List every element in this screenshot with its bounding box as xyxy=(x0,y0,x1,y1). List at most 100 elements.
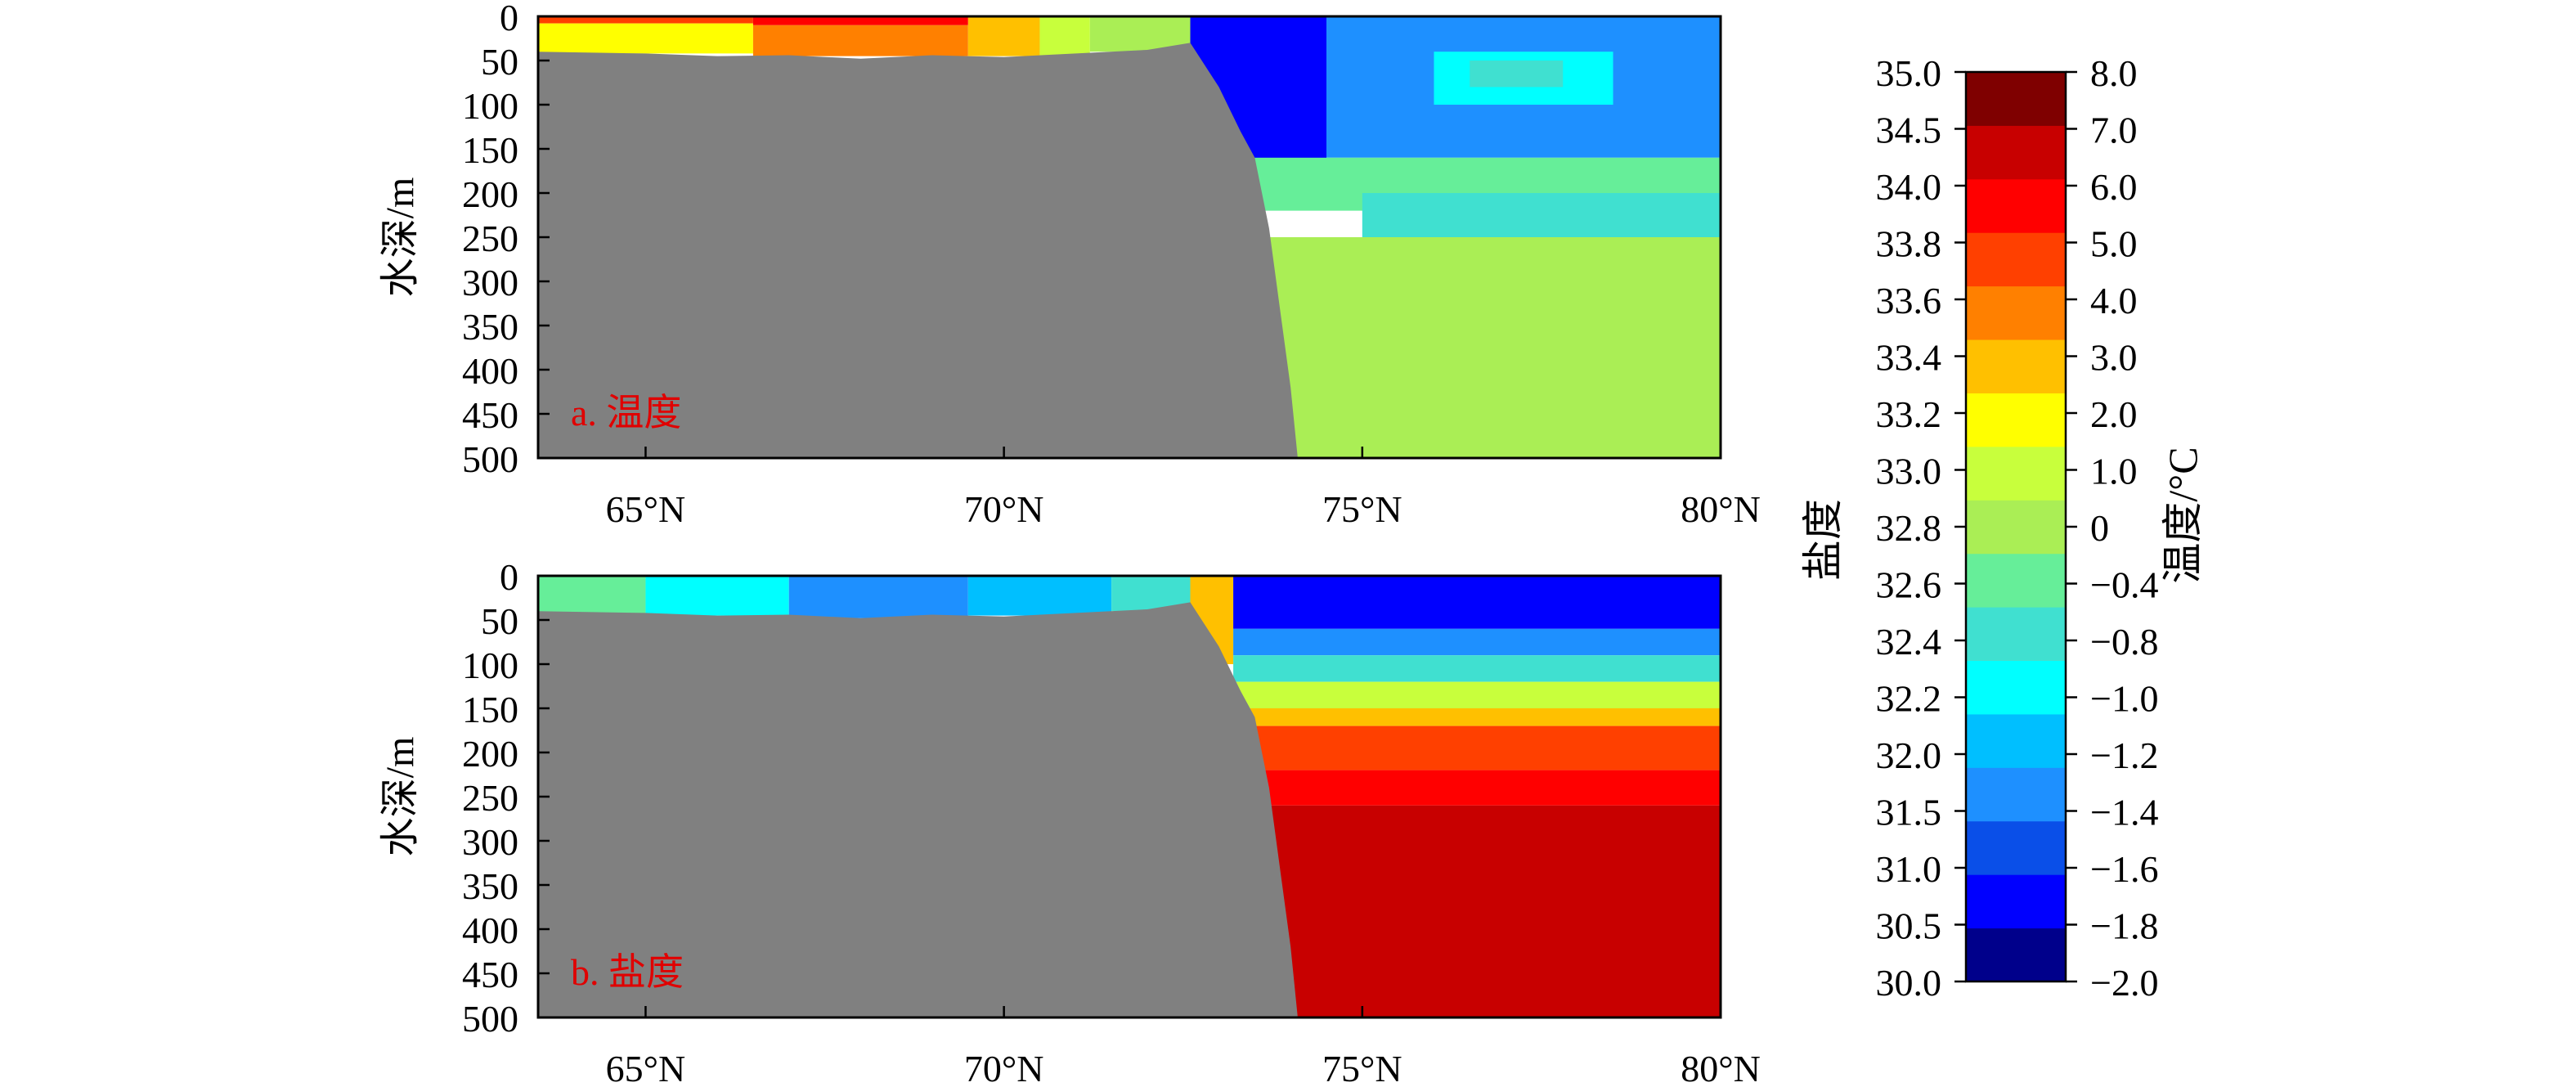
section-cell xyxy=(645,576,789,616)
y-axis-label: 水深/m xyxy=(379,177,422,298)
section-cell xyxy=(1233,628,1721,656)
salinity-tick-label: 35.0 xyxy=(1876,52,1942,94)
temperature-tick-label: 2.0 xyxy=(2090,393,2138,435)
colorbar-segment xyxy=(1966,339,2066,393)
temperature-tick-label: −2.0 xyxy=(2090,962,2158,1004)
y-tick-label: 0 xyxy=(500,0,518,38)
section-cell xyxy=(538,16,753,24)
salinity-tick-label: 30.5 xyxy=(1876,905,1942,947)
panel-label: b. 盐度 xyxy=(571,951,684,993)
section-cell xyxy=(1218,237,1721,458)
y-tick-label: 200 xyxy=(462,173,518,215)
colorbar-segment xyxy=(1966,500,2066,555)
temperature-tick-label: 7.0 xyxy=(2090,110,2138,151)
colorbar-segment xyxy=(1966,285,2066,340)
colorbar-segment xyxy=(1966,553,2066,608)
section-cell xyxy=(1039,16,1090,56)
y-tick-label: 0 xyxy=(500,556,518,598)
salinity-tick-label: 32.0 xyxy=(1876,734,1942,776)
temperature-tick-label: −0.8 xyxy=(2090,621,2158,663)
y-tick-label: 400 xyxy=(462,910,518,951)
colorbar-segment xyxy=(1966,874,2066,929)
temperature-tick-label: −1.0 xyxy=(2090,678,2158,720)
temperature-tick-label: 1.0 xyxy=(2090,451,2138,492)
colorbar-segment xyxy=(1966,607,2066,662)
section-plot-area xyxy=(538,576,1721,1017)
section-cell xyxy=(1233,725,1721,770)
colorbar-segment xyxy=(1966,820,2066,875)
colorbar-segment xyxy=(1966,232,2066,287)
section-plot-area xyxy=(538,16,1721,458)
salinity-tick-label: 34.5 xyxy=(1876,110,1942,151)
salinity-tick-label: 33.0 xyxy=(1876,451,1942,492)
seabed-land-mask xyxy=(538,43,1298,458)
temperature-tick-label: 4.0 xyxy=(2090,280,2138,321)
section-cell xyxy=(1233,770,1721,806)
temperature-tick-label: 3.0 xyxy=(2090,337,2138,379)
section-cell xyxy=(1233,708,1721,726)
y-tick-label: 500 xyxy=(462,998,518,1040)
panel-label: a. 温度 xyxy=(571,392,681,433)
temperature-axis-label: 温度/°C xyxy=(2160,447,2206,583)
section-cell xyxy=(788,576,968,618)
y-tick-label: 250 xyxy=(462,218,518,259)
section-cell xyxy=(752,25,968,56)
y-tick-label: 200 xyxy=(462,733,518,775)
section-cell xyxy=(538,576,646,616)
colorbar-segment xyxy=(1966,125,2066,180)
colorbar-segment xyxy=(1966,928,2066,982)
colorbar-segment xyxy=(1966,446,2066,501)
salinity-tick-label: 32.8 xyxy=(1876,507,1942,549)
colorbar: 30.0 −2.0 30.5 −1.8 31.0 −1.6 31.5 −1.4 32.0 −1.2… xyxy=(1800,52,2206,1004)
temperature-tick-label: −0.4 xyxy=(2090,564,2158,606)
y-tick-label: 500 xyxy=(462,438,518,480)
salinity-tick-label: 33.6 xyxy=(1876,280,1942,321)
y-tick-label: 50 xyxy=(481,600,518,642)
y-tick-label: 150 xyxy=(462,689,518,730)
temperature-tick-label: 8.0 xyxy=(2090,52,2138,94)
temperature-tick-label: −1.8 xyxy=(2090,905,2158,947)
y-tick-label: 400 xyxy=(462,350,518,392)
section-cell xyxy=(538,23,753,54)
y-tick-label: 450 xyxy=(462,394,518,436)
y-tick-label: 350 xyxy=(462,306,518,348)
y-tick-label: 100 xyxy=(462,645,518,686)
salinity-tick-label: 31.0 xyxy=(1876,848,1942,890)
salinity-tick-label: 33.4 xyxy=(1876,337,1942,379)
salinity-tick-label: 32.2 xyxy=(1876,678,1942,720)
temperature-tick-label: 0 xyxy=(2090,507,2109,549)
temperature-tick-label: −1.6 xyxy=(2090,848,2158,890)
x-tick-label: 75°N xyxy=(1322,488,1402,530)
salinity-tick-label: 33.2 xyxy=(1876,393,1942,435)
colorbar-segment xyxy=(1966,767,2066,822)
colorbar-segment xyxy=(1966,72,2066,126)
temperature-tick-label: 5.0 xyxy=(2090,223,2138,265)
x-tick-label: 65°N xyxy=(606,1048,686,1087)
section-cell xyxy=(1233,655,1721,682)
x-tick-label: 65°N xyxy=(606,488,686,530)
y-tick-label: 250 xyxy=(462,777,518,819)
y-tick-label: 50 xyxy=(481,41,518,83)
salinity-tick-label: 32.4 xyxy=(1876,621,1942,663)
salinity-tick-label: 33.8 xyxy=(1876,223,1942,265)
colorbar-segment xyxy=(1966,660,2066,715)
x-tick-label: 75°N xyxy=(1322,1048,1402,1087)
section-cell xyxy=(752,16,968,25)
y-tick-label: 300 xyxy=(462,821,518,863)
section-cell xyxy=(1362,193,1721,237)
y-axis-label: 水深/m xyxy=(379,737,422,857)
x-tick-label: 70°N xyxy=(964,488,1044,530)
salinity-tick-label: 32.6 xyxy=(1876,564,1942,606)
salinity-tick-label: 31.5 xyxy=(1876,792,1942,833)
section-cell xyxy=(967,576,1112,616)
section-cell xyxy=(1233,805,1721,1017)
y-tick-label: 100 xyxy=(462,85,518,127)
x-tick-label: 80°N xyxy=(1681,1048,1761,1087)
salinity-tick-label: 34.0 xyxy=(1876,166,1942,208)
y-tick-label: 350 xyxy=(462,865,518,907)
temperature-tick-label: −1.4 xyxy=(2090,792,2158,833)
section-cell xyxy=(967,16,1040,56)
